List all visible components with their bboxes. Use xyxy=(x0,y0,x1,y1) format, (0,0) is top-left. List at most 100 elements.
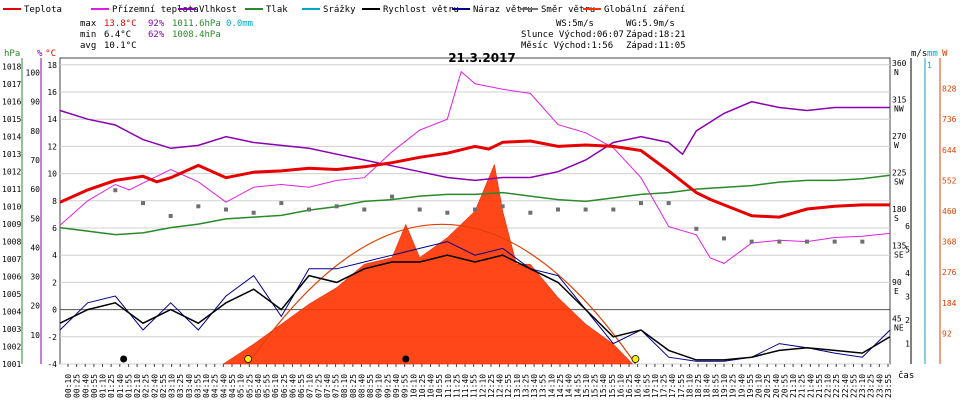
x-tick-label: 06:10 xyxy=(271,374,280,398)
w-tick: 552 xyxy=(942,176,957,185)
dir-tick-label: S xyxy=(894,214,899,223)
temp-tick: 2 xyxy=(52,278,57,287)
w-tick: 184 xyxy=(942,299,957,308)
w-tick: 828 xyxy=(942,85,957,94)
hpa-tick: 1002 xyxy=(2,343,21,352)
x-tick-label: 05:40 xyxy=(254,374,263,398)
x-tick-label: 17:55 xyxy=(677,374,686,398)
dir-tick-label: W xyxy=(894,141,899,150)
temp-tick: 4 xyxy=(52,251,57,260)
stat-rain: 0.0mm xyxy=(226,19,253,29)
x-tick-label: 02:40 xyxy=(150,374,159,398)
ms-tick: 6 xyxy=(905,222,910,231)
x-axis: 00:10 00:25 00:40 00:55 01:10 01:25 01:40 01:55… xyxy=(64,364,914,398)
ms-tick: 5 xyxy=(905,246,910,255)
x-tick-label: 21:25 xyxy=(798,374,807,398)
x-tick-label: 07:10 xyxy=(306,374,315,398)
dir-tick-label: NW xyxy=(894,105,904,114)
x-tick-label: 11:25 xyxy=(452,374,461,398)
legend: Teplota Přízemní teplota Vlhkost Tlak Srážky… xyxy=(3,5,685,15)
wind-direction-point xyxy=(113,188,118,193)
wind-direction-point xyxy=(334,204,339,209)
x-tick-label: 15:10 xyxy=(582,374,591,398)
dir-tick-deg: 135 xyxy=(892,242,907,251)
x-tick-label: 07:25 xyxy=(314,374,323,398)
stat-temp: 10.1°C xyxy=(104,41,137,51)
x-tick-label: 23:10 xyxy=(858,374,867,398)
x-tick-label: 18:40 xyxy=(703,374,712,398)
x-tick-label: 21:10 xyxy=(789,374,798,398)
hpa-tick: 1009 xyxy=(2,220,21,229)
ms-tick: 4 xyxy=(905,269,910,278)
wind-direction-point xyxy=(611,207,616,212)
wind-direction-point xyxy=(445,210,450,215)
wind-direction-point xyxy=(583,207,588,212)
x-tick-label: 10:40 xyxy=(427,374,436,398)
temp-tick: -4 xyxy=(47,360,57,369)
x-tick-label: 00:55 xyxy=(90,374,99,398)
info-sunrise: Slunce Východ:06:07 xyxy=(521,30,624,40)
x-tick-label: 02:25 xyxy=(142,374,151,398)
hpa-unit: hPa xyxy=(4,49,20,59)
x-tick-label: 11:55 xyxy=(470,374,479,398)
legend-label: Přízemní teplota xyxy=(112,5,199,15)
x-tick-label: 17:10 xyxy=(651,374,660,398)
legend-label: Globální záření xyxy=(604,5,685,15)
w-tick: 736 xyxy=(942,115,957,124)
hpa-tick: 1004 xyxy=(2,308,21,317)
chart-title: 21.3.2017 xyxy=(448,51,516,65)
x-tick-label: 16:55 xyxy=(642,374,651,398)
x-tick-label: 09:55 xyxy=(401,374,410,398)
hpa-tick: 1005 xyxy=(2,290,21,299)
dir-tick-deg: 225 xyxy=(892,169,907,178)
x-tick-label: 17:25 xyxy=(660,374,669,398)
temp-tick: 10 xyxy=(47,170,57,179)
w-tick: 92 xyxy=(942,329,952,338)
pct-tick: 20 xyxy=(30,302,40,311)
x-tick-label: 13:25 xyxy=(521,374,530,398)
dir-tick-deg: 315 xyxy=(892,96,907,105)
wind-direction-point xyxy=(832,239,837,244)
ms-unit: m/s xyxy=(911,49,927,59)
info-moonrise: Měsíc Východ:1:56 xyxy=(521,41,613,51)
series-solar xyxy=(222,163,634,365)
ms-tick: 3 xyxy=(905,293,910,302)
wind-direction-point xyxy=(362,207,367,212)
x-tick-label: 03:25 xyxy=(176,374,185,398)
w-tick: 368 xyxy=(942,238,957,247)
x-tick-label: 00:10 xyxy=(64,374,73,398)
mm-unit: mm xyxy=(927,49,938,59)
pct-tick: 50 xyxy=(30,214,40,223)
legend-label: Náraz větru xyxy=(473,5,533,15)
hpa-tick: 1006 xyxy=(2,273,21,282)
dir-tick-label: NE xyxy=(894,324,904,333)
x-tick-label: 11:10 xyxy=(444,374,453,398)
wind-direction-point xyxy=(666,201,671,206)
pct-tick: 70 xyxy=(30,156,40,165)
legend-label: Rychlost větru xyxy=(383,5,459,15)
x-tick-label: 14:25 xyxy=(556,374,565,398)
dir-tick-label: SW xyxy=(894,178,904,187)
temp-tick: 14 xyxy=(47,115,57,124)
x-tick-label: 08:40 xyxy=(357,374,366,398)
x-tick-label: 16:10 xyxy=(616,374,625,398)
x-tick-label: 04:10 xyxy=(202,374,211,398)
wind-direction-point xyxy=(473,207,477,212)
x-tick-label: 14:55 xyxy=(573,374,582,398)
info-ws: WS:5m/s xyxy=(556,19,594,29)
pct-tick: 90 xyxy=(30,98,40,107)
wind-direction-point xyxy=(224,207,228,212)
x-tick-label: 10:25 xyxy=(418,374,427,398)
x-tick-label: 22:25 xyxy=(832,374,841,398)
w-unit: W xyxy=(942,49,948,59)
x-tick-label: 18:25 xyxy=(694,374,703,398)
x-tick-label: 05:25 xyxy=(245,374,254,398)
hpa-tick: 1003 xyxy=(2,325,21,334)
wind-direction-point xyxy=(417,207,422,212)
wind-direction-point xyxy=(390,194,394,199)
x-tick-label: 12:55 xyxy=(504,374,513,398)
x-tick-label: 14:40 xyxy=(565,374,574,398)
ms-tick: 1 xyxy=(905,340,910,349)
x-tick-label: 19:55 xyxy=(746,374,755,398)
